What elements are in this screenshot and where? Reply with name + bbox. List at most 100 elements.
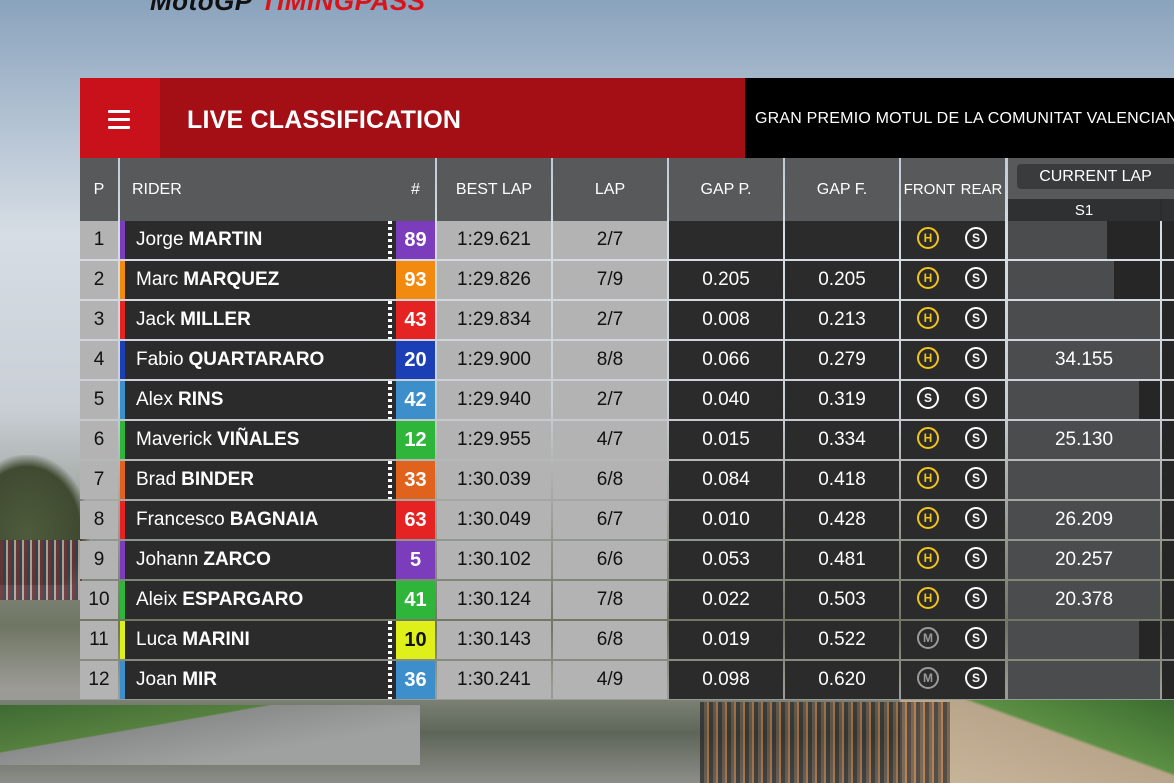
sector2-stub bbox=[1162, 501, 1174, 539]
table-row[interactable]: 9 Johann ZARCO 5 1:30.102 6/6 0.053 0.481 H S 20.2… bbox=[80, 541, 1174, 581]
current-lap-tab[interactable]: CURRENT LAP bbox=[1017, 164, 1174, 189]
rider-first-name: Joan bbox=[136, 669, 178, 690]
rider-name-cell[interactable]: Brad BINDER bbox=[125, 461, 388, 499]
position-cell: 4 bbox=[80, 341, 118, 379]
sector1-time: 34.155 bbox=[1054, 349, 1114, 370]
sector1-cell: 20.257 bbox=[1008, 541, 1160, 579]
col-header-rear[interactable]: REAR bbox=[960, 181, 1003, 198]
table-row[interactable]: 8 Francesco BAGNAIA 63 1:30.049 6/7 0.010 0.428… bbox=[80, 501, 1174, 541]
table-row[interactable]: 10 Aleix ESPARGARO 41 1:30.124 7/8 0.022 0.503 H… bbox=[80, 581, 1174, 621]
rider-name-cell[interactable]: Joan MIR bbox=[125, 661, 388, 699]
sector2-stub bbox=[1162, 461, 1174, 499]
best-lap-cell: 1:29.900 bbox=[437, 341, 551, 379]
lap-cell: 8/8 bbox=[553, 341, 667, 379]
sector2-stub bbox=[1162, 541, 1174, 579]
rider-number-badge: 33 bbox=[396, 461, 435, 499]
rear-tyre-icon: S bbox=[965, 227, 987, 249]
table-row[interactable]: 5 Alex RINS 42 1:29.940 2/7 0.040 0.319 S S bbox=[80, 381, 1174, 421]
rear-tyre-icon: S bbox=[965, 347, 987, 369]
table-row[interactable]: 12 Joan MIR 36 1:30.241 4/9 0.098 0.620 M S bbox=[80, 661, 1174, 701]
rear-tyre-icon: S bbox=[965, 667, 987, 689]
table-row[interactable]: 7 Brad BINDER 33 1:30.039 6/8 0.084 0.418 H S bbox=[80, 461, 1174, 501]
team-color-stripe bbox=[120, 301, 125, 339]
col-header-s1[interactable]: S1 bbox=[1008, 199, 1160, 221]
col-header-gap-f[interactable]: GAP F. bbox=[785, 158, 899, 221]
rider-name-cell[interactable]: Alex RINS bbox=[125, 381, 388, 419]
page-title: LIVE CLASSIFICATION bbox=[187, 106, 462, 134]
rider-number-badge: 5 bbox=[396, 541, 435, 579]
menu-button[interactable] bbox=[80, 78, 160, 158]
sector1-cell bbox=[1008, 301, 1160, 339]
col-header-rider[interactable]: RIDER bbox=[120, 158, 396, 221]
rider-last-name: MARQUEZ bbox=[183, 269, 280, 290]
lap-cell: 7/9 bbox=[553, 261, 667, 299]
table-row[interactable]: 2 Marc MARQUEZ 93 1:29.826 7/9 0.205 0.205 H S bbox=[80, 261, 1174, 301]
gap-first-cell: 0.418 bbox=[785, 461, 899, 499]
rider-name-cell[interactable]: Francesco BAGNAIA bbox=[125, 501, 388, 539]
gap-first-cell: 0.213 bbox=[785, 301, 899, 339]
col-header-number[interactable]: # bbox=[396, 158, 435, 221]
rider-name-cell[interactable]: Johann ZARCO bbox=[125, 541, 388, 579]
table-row[interactable]: 11 Luca MARINI 10 1:30.143 6/8 0.019 0.522 M S bbox=[80, 621, 1174, 661]
brand-logo-part2: TIMINGPASS bbox=[260, 0, 426, 16]
rider-name-cell[interactable]: Fabio QUARTARARO bbox=[125, 341, 388, 379]
col-header-lap[interactable]: LAP bbox=[553, 158, 667, 221]
col-header-gap-p[interactable]: GAP P. bbox=[669, 158, 783, 221]
rider-last-name: VIÑALES bbox=[217, 429, 300, 450]
rear-tyre-icon: S bbox=[965, 587, 987, 609]
rider-name-cell[interactable]: Aleix ESPARGARO bbox=[125, 581, 388, 619]
table-row[interactable]: 1 Jorge MARTIN 89 1:29.621 2/7 H S bbox=[80, 221, 1174, 261]
lap-cell: 7/8 bbox=[553, 581, 667, 619]
rider-first-name: Jorge bbox=[136, 229, 184, 250]
rider-first-name: Luca bbox=[136, 629, 178, 650]
rider-last-name: RINS bbox=[177, 389, 224, 410]
table-row[interactable]: 6 Maverick VIÑALES 12 1:29.955 4/7 0.015 0.334 H… bbox=[80, 421, 1174, 461]
rider-name-cell[interactable]: Maverick VIÑALES bbox=[125, 421, 388, 459]
gap-previous-cell: 0.022 bbox=[669, 581, 783, 619]
team-color-stripe bbox=[120, 461, 125, 499]
event-name: GRAN PREMIO MOTUL DE LA COMUNITAT VALENC… bbox=[755, 110, 1174, 127]
gap-previous-cell: 0.040 bbox=[669, 381, 783, 419]
col-header-position[interactable]: P bbox=[80, 158, 118, 221]
sector1-cell: 26.209 bbox=[1008, 501, 1160, 539]
front-tyre-icon: H bbox=[917, 307, 939, 329]
front-tyre-icon: H bbox=[917, 267, 939, 289]
rider-name-cell[interactable]: Luca MARINI bbox=[125, 621, 388, 659]
rider-number-badge: 93 bbox=[396, 261, 435, 299]
position-cell: 3 bbox=[80, 301, 118, 339]
sector1-cell bbox=[1008, 221, 1160, 259]
col-header-front[interactable]: FRONT bbox=[903, 181, 956, 198]
pit-flag-icon bbox=[388, 621, 396, 659]
sector1-progress-rest bbox=[1106, 221, 1160, 259]
sector1-progress-fill bbox=[1008, 421, 1160, 459]
rider-name-cell[interactable]: Marc MARQUEZ bbox=[125, 261, 388, 299]
sector1-cell bbox=[1008, 261, 1160, 299]
rider-last-name: ZARCO bbox=[203, 549, 271, 570]
sector1-progress-rest bbox=[1138, 381, 1160, 419]
sector2-stub bbox=[1162, 621, 1174, 659]
rear-tyre-icon: S bbox=[965, 427, 987, 449]
pit-flag-icon bbox=[388, 301, 396, 339]
sector1-cell: 20.378 bbox=[1008, 581, 1160, 619]
rider-number-badge: 12 bbox=[396, 421, 435, 459]
gap-previous-cell: 0.205 bbox=[669, 261, 783, 299]
rider-first-name: Jack bbox=[136, 309, 176, 330]
gap-first-cell: 0.503 bbox=[785, 581, 899, 619]
rider-name-cell[interactable]: Jack MILLER bbox=[125, 301, 388, 339]
rear-tyre-icon: S bbox=[965, 507, 987, 529]
front-tyre-icon: H bbox=[917, 547, 939, 569]
sector1-cell bbox=[1008, 621, 1160, 659]
gap-previous-cell: 0.008 bbox=[669, 301, 783, 339]
sector1-cell bbox=[1008, 381, 1160, 419]
col-header-best-lap[interactable]: BEST LAP bbox=[437, 158, 551, 221]
rider-name-cell[interactable]: Jorge MARTIN bbox=[125, 221, 388, 259]
position-cell: 7 bbox=[80, 461, 118, 499]
table-row[interactable]: 4 Fabio QUARTARARO 20 1:29.900 8/8 0.066 0.279 H… bbox=[80, 341, 1174, 381]
rider-last-name: MARINI bbox=[182, 629, 250, 650]
gap-previous-cell: 0.098 bbox=[669, 661, 783, 699]
pit-flag-icon bbox=[388, 461, 396, 499]
table-row[interactable]: 3 Jack MILLER 43 1:29.834 2/7 0.008 0.213 H S bbox=[80, 301, 1174, 341]
